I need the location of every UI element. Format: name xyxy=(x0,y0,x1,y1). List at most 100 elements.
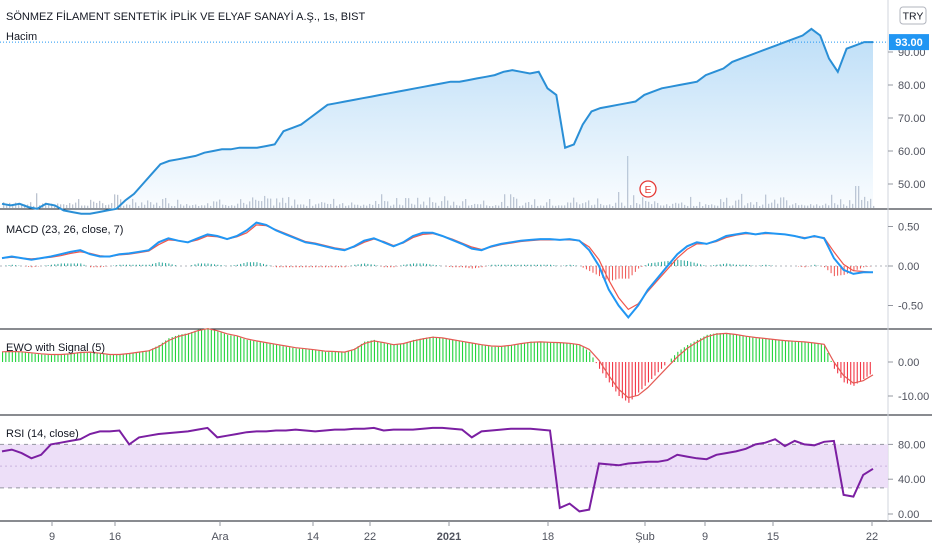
macd-hist-bar xyxy=(295,266,297,268)
ewo-title[interactable]: EWO with Signal (5) xyxy=(6,342,105,354)
macd-hist-bar xyxy=(615,266,617,280)
ewo-bar xyxy=(520,343,522,362)
ewo-bar xyxy=(41,354,43,362)
ewo-bar xyxy=(758,338,760,362)
macd-hist-bar xyxy=(321,266,323,268)
rsi-title[interactable]: RSI (14, close) xyxy=(6,428,79,440)
ewo-bar xyxy=(442,338,444,362)
earnings-marker[interactable]: E xyxy=(639,180,657,198)
ewo-bar xyxy=(820,344,822,362)
macd-hist-bar xyxy=(289,266,291,268)
macd-hist-bar xyxy=(461,266,463,268)
macd-hist-bar xyxy=(70,263,72,266)
macd-hist-bar xyxy=(413,263,415,266)
macd-hist-bar xyxy=(514,264,516,266)
macd-hist-bar xyxy=(253,262,255,266)
macd-hist-bar xyxy=(527,264,529,266)
macd-hist-bar xyxy=(657,262,659,266)
volume-bar xyxy=(78,199,80,208)
macd-hist-bar xyxy=(475,266,477,269)
macd-hist-bar xyxy=(452,266,454,268)
ewo-bar xyxy=(269,343,271,362)
currency-button[interactable]: TRY xyxy=(899,6,927,25)
ewo-bar xyxy=(856,362,858,384)
ewo-bar xyxy=(305,349,307,362)
macd-hist-bar xyxy=(129,264,131,266)
ewo-bar xyxy=(77,352,79,362)
volume-label[interactable]: Hacim xyxy=(6,31,37,43)
ewo-bar xyxy=(419,338,421,362)
macd-hist-bar xyxy=(592,266,594,273)
volume-bar xyxy=(30,202,32,208)
macd-hist-bar xyxy=(168,263,170,266)
ewo-bar xyxy=(112,354,115,362)
volume-bar xyxy=(33,205,35,208)
ewo-bar xyxy=(399,343,402,362)
ewo-bar xyxy=(608,362,610,383)
symbol-title[interactable]: SÖNMEZ FİLAMENT SENTETİK İPLİK VE ELYAF … xyxy=(6,10,366,23)
ewo-bar xyxy=(364,341,366,362)
ewo-bar xyxy=(200,329,203,362)
macd-hist-bar xyxy=(687,260,689,266)
ewo-bar xyxy=(148,350,150,362)
macd-hist-bar xyxy=(240,263,242,266)
ewo-bar xyxy=(569,343,571,362)
ewo-bar xyxy=(135,352,137,362)
ewo-bar xyxy=(674,355,676,362)
macd-hist-bar xyxy=(50,264,52,266)
time-axis: 9 16 Ara 14 22 2021 18 Şub 9 15 22 xyxy=(49,521,878,543)
ewo-bar xyxy=(850,362,852,385)
time-tick-label: 22 xyxy=(866,531,878,543)
ewo-bar xyxy=(687,345,689,362)
ewo-bar xyxy=(501,346,503,362)
volume-bar xyxy=(102,203,104,208)
ewo-bar xyxy=(465,342,467,362)
ewo-bar xyxy=(21,351,23,362)
ewo-bar xyxy=(396,344,398,362)
ewo-bar xyxy=(742,335,744,362)
ewo-bar xyxy=(755,338,757,362)
macd-title[interactable]: MACD (23, 26, close, 7) xyxy=(6,224,123,236)
macd-hist-bar xyxy=(491,264,493,266)
ewo-bar xyxy=(390,344,392,362)
macd-hist-bar xyxy=(262,263,264,266)
volume-bar xyxy=(873,205,875,208)
macd-hist-bar xyxy=(677,259,679,266)
macd-hist-bar xyxy=(249,262,251,266)
macd-hist-bar xyxy=(422,263,424,266)
macd-hist-bar xyxy=(383,266,385,268)
volume-bar xyxy=(105,205,107,208)
macd-hist-bar xyxy=(713,265,715,266)
volume-bar xyxy=(72,204,74,208)
ewo-bar xyxy=(406,342,408,362)
macd-hist-bar xyxy=(197,263,199,266)
ewo-bar xyxy=(625,362,627,401)
ewo-bar xyxy=(523,342,526,362)
ewo-bar xyxy=(804,342,806,362)
ewo-bar xyxy=(791,341,793,362)
ewo-bar xyxy=(654,362,656,376)
macd-hist-bar xyxy=(595,266,597,275)
macd-hist-bar xyxy=(236,264,238,266)
ewo-bar xyxy=(644,362,646,386)
macd-hist-bar xyxy=(142,264,144,266)
ewo-bar xyxy=(259,342,261,362)
ewo-bar xyxy=(5,351,7,362)
ewo-bar xyxy=(103,354,105,362)
ewo-bar xyxy=(125,353,128,362)
ewo-bar xyxy=(426,337,428,362)
macd-hist-bar xyxy=(360,263,362,266)
ewo-bar xyxy=(354,348,356,362)
axis-tick-label: 60.00 xyxy=(898,146,926,158)
macd-hist-bar xyxy=(853,266,855,272)
ewo-bar xyxy=(566,343,568,362)
ewo-bar xyxy=(70,353,72,362)
ewo-bar xyxy=(830,360,832,362)
ewo-bar xyxy=(422,338,424,362)
macd-hist-bar xyxy=(148,264,150,266)
ewo-bar xyxy=(15,351,17,362)
macd-hist-bar xyxy=(11,264,13,266)
ewo-bar xyxy=(282,346,284,362)
macd-hist-bar xyxy=(605,266,607,280)
